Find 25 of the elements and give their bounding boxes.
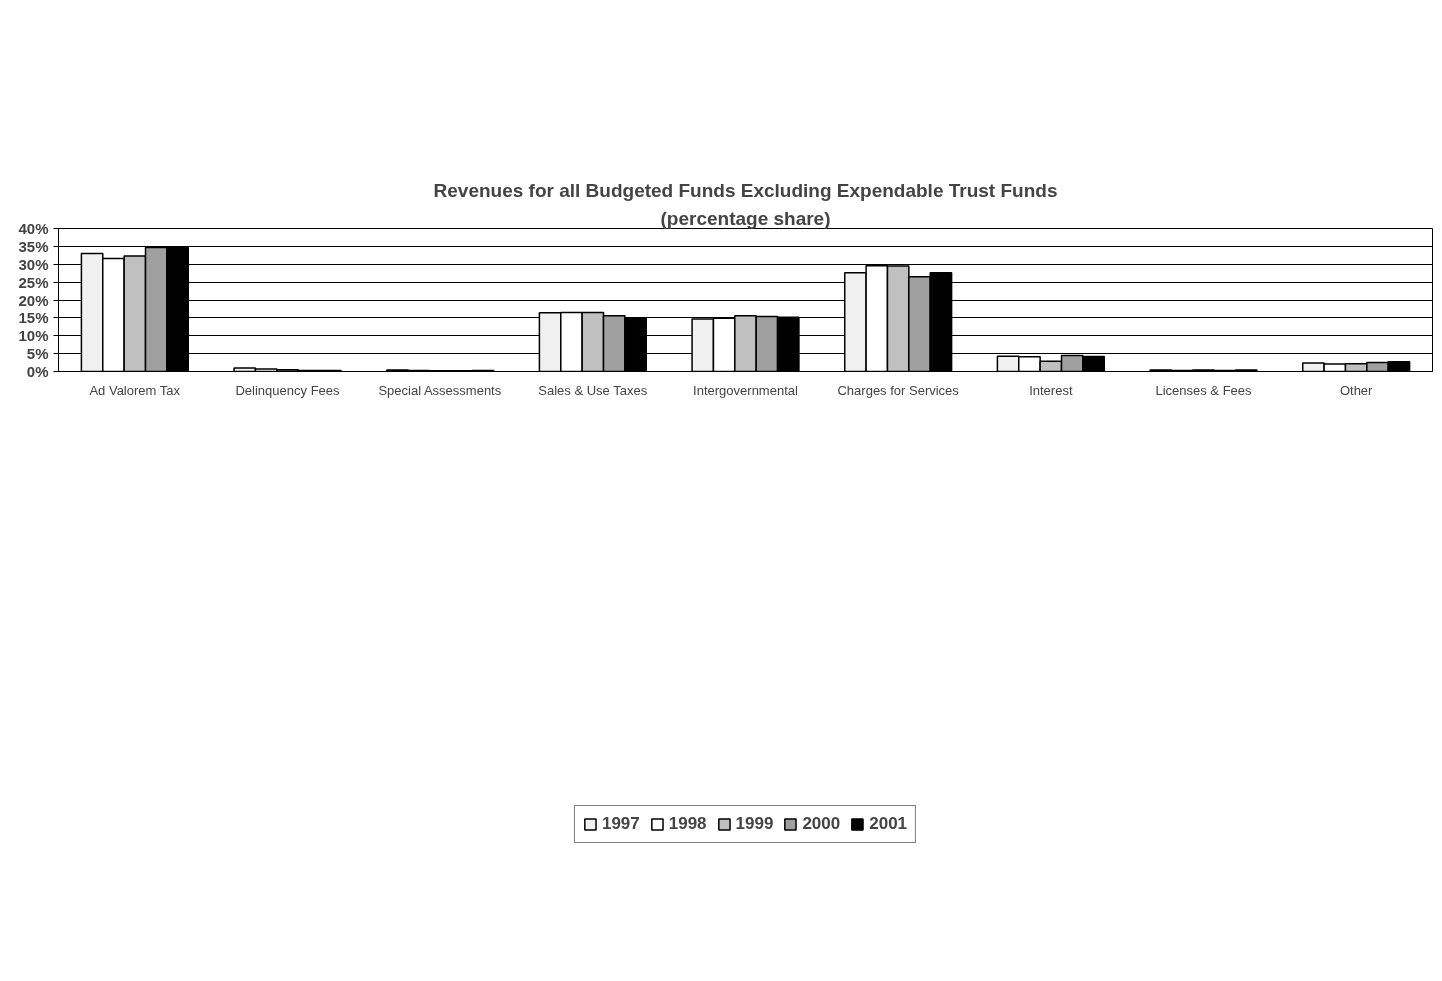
x-tick-label: Delinquency Fees [235, 382, 341, 398]
y-tick-label: 25% [18, 273, 49, 291]
x-tick-label: Sales & Use Taxes [538, 382, 648, 398]
x-tick-label: Ad Valorem Tax [89, 382, 181, 398]
chart-title: Revenues for all Budgeted Funds Excluding Expendable Trust Funds [433, 179, 1058, 201]
y-tick-label: 0% [26, 363, 49, 380]
legend-label: 2000 [802, 814, 841, 834]
legend-label: 1997 [601, 814, 640, 834]
chart-subtitle: (percentage share) [660, 207, 831, 229]
y-tick-label: 20% [18, 291, 49, 309]
y-tick-label: 40% [18, 220, 49, 237]
y-tick-label: 15% [18, 309, 49, 327]
x-tick-label: Intergovernmental [693, 382, 798, 398]
legend-label: 1998 [668, 814, 707, 834]
x-tick-label: Interest [1029, 382, 1073, 398]
x-tick-label: Other [1339, 382, 1374, 398]
y-tick-label: 30% [18, 255, 49, 273]
x-tick-label: Special Assessments [378, 382, 502, 398]
y-tick-label: 10% [18, 327, 49, 345]
x-tick-label: Charges for Services [837, 382, 960, 398]
legend-label: 1999 [735, 814, 774, 834]
y-tick-label: 35% [18, 237, 49, 255]
y-tick-label: 5% [26, 345, 49, 363]
x-tick-label: Licenses & Fees [1155, 382, 1253, 398]
legend-label: 2001 [869, 814, 908, 834]
